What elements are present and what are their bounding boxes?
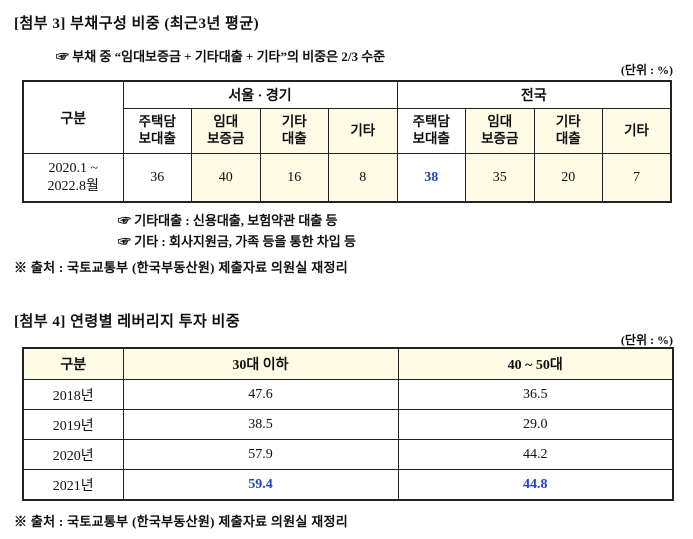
table-row: 2020.1 ~ 2022.8월 36 40 16 8 38 35 20 7: [22, 153, 672, 203]
section2-title: [첨부 4] 연령별 레버리지 투자 비중: [14, 314, 241, 330]
table1-value-seoul-other: 8: [328, 153, 398, 203]
table2-year-label: 2020년: [22, 439, 124, 470]
table-row: 구분 서울 · 경기 전국: [22, 80, 672, 154]
table2-value-40to50: 36.5: [397, 379, 674, 410]
section1-footnote-otherloan: ☞ 기타대출 : 신용대출, 보험약관 대출 등: [118, 213, 338, 228]
section1-footnote-other: ☞ 기타 : 회사지원금, 가족 등을 통한 차입 등: [118, 234, 356, 249]
table2-value-under30: 59.4: [122, 469, 399, 501]
table-row: 구분 30대 이하 40 ~ 50대: [22, 347, 674, 380]
table2-value-under30: 38.5: [122, 409, 399, 440]
table2-value-40to50: 44.2: [397, 439, 674, 470]
section1-source: ※ 출처 : 국토교통부 (한국부동산원) 제출자료 의원실 재정리: [14, 260, 349, 275]
debt-composition-table: 구분 서울 · 경기 전국 주택담 보대출 임대 보증금 기타 대출 기타 주택…: [22, 80, 672, 203]
table-row: 2018년 47.6 36.5: [22, 379, 674, 410]
table2-year-label: 2019년: [22, 409, 124, 440]
table1-subheader-nation-deposit: 임대 보증금: [465, 108, 535, 154]
table2-year-label: 2018년: [22, 379, 124, 410]
section1-note: ☞ 부채 중 “임대보증금 + 기타대출 + 기타”의 비중은 2/3 수준: [56, 49, 386, 64]
table-row: 주택담 보대출 임대 보증금 기타 대출 기타 주택담 보대출 임대 보증금 기…: [23, 108, 672, 154]
table2-value-40to50: 29.0: [397, 409, 674, 440]
table1-value-nation-otherloan: 20: [533, 153, 603, 203]
table1-subheader-nation-mortgage: 주택담 보대출: [396, 108, 466, 154]
table1-value-seoul-deposit: 40: [191, 153, 261, 203]
section2-source: ※ 출처 : 국토교통부 (한국부동산원) 제출자료 의원실 재정리: [14, 514, 349, 529]
table-row: 2021년 59.4 44.8: [22, 469, 674, 501]
section1-title: [첨부 3] 부채구성 비중 (최근3년 평균): [14, 16, 260, 32]
table2-year-label: 2021년: [22, 469, 124, 501]
leverage-investment-table: 구분 30대 이하 40 ~ 50대 2018년 47.6 36.5 2019년…: [22, 347, 674, 501]
table2-header-40to50: 40 ~ 50대: [397, 347, 674, 380]
table2-header-under30: 30대 이하: [122, 347, 399, 380]
section2-unit-label: (단위 : %): [620, 333, 673, 347]
table1-corner-header: 구분: [22, 80, 124, 154]
table-row: 2020년 57.9 44.2: [22, 439, 674, 470]
table2-value-under30: 57.9: [122, 439, 399, 470]
table1-subheader-nation-otherloan: 기타 대출: [533, 108, 603, 154]
table1-value-seoul-mortgage: 36: [122, 153, 192, 203]
table1-value-nation-deposit: 35: [465, 153, 535, 203]
table2-header-group: 구분: [22, 347, 124, 380]
table1-value-nation-other: 7: [602, 153, 672, 203]
table1-subheader-seoul-otherloan: 기타 대출: [259, 108, 329, 154]
table2-value-under30: 47.6: [122, 379, 399, 410]
table1-subheader-seoul-mortgage: 주택담 보대출: [122, 108, 192, 154]
table1-period-label: 2020.1 ~ 2022.8월: [22, 153, 124, 203]
table1-region-header-seoul: 서울 · 경기: [122, 80, 398, 109]
table1-value-nation-mortgage: 38: [396, 153, 466, 203]
section1-unit-label: (단위 : %): [620, 63, 673, 77]
table1-value-seoul-otherloan: 16: [259, 153, 329, 203]
table1-subheader-seoul-other: 기타: [328, 108, 398, 154]
table1-subheader-nation-other: 기타: [602, 108, 672, 154]
table-row: 2019년 38.5 29.0: [22, 409, 674, 440]
table2-value-40to50: 44.8: [397, 469, 674, 501]
table1-subheader-seoul-deposit: 임대 보증금: [191, 108, 261, 154]
table1-region-header-nation: 전국: [396, 80, 672, 109]
